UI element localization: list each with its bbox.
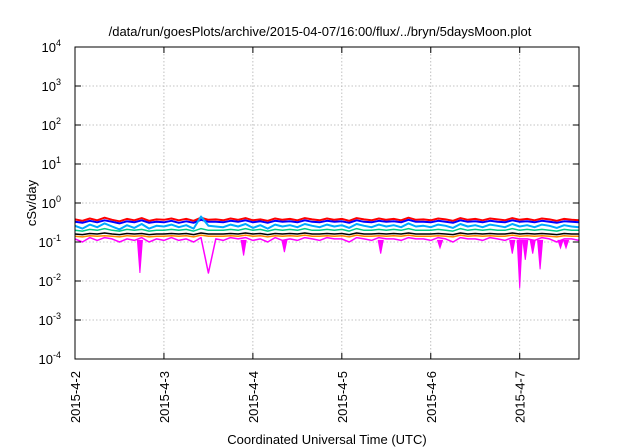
x-tick-label: 2015-4-2 [68,371,83,423]
y-tick-label: 102 [42,116,61,133]
y-tick-label: 10-4 [39,350,61,367]
series-line [74,216,580,223]
y-tick-label-exponent: 1 [56,155,61,165]
series-line [74,227,579,232]
series-line [74,218,580,225]
series-dip [377,239,384,254]
y-tick-label: 103 [42,77,61,94]
series-dip [436,239,444,250]
series-dip [136,239,143,274]
y-tick-label-exponent: -2 [53,272,61,282]
y-tick-label-exponent: -4 [53,350,61,360]
series-dip [557,239,564,250]
y-tick-label-exponent: 3 [56,77,61,87]
y-tick-label-exponent: 0 [56,194,61,204]
series-dip [522,239,529,260]
y-tick-label-exponent: -1 [53,233,61,243]
series-dip [537,239,544,270]
x-axis-label: Coordinated Universal Time (UTC) [227,432,426,447]
y-tick-label-base: 10 [42,157,56,172]
series-dip [562,239,570,250]
y-axis-label: cSv/day [24,179,39,226]
series-dip [529,239,536,254]
chart-title: /data/run/goesPlots/archive/2015-04-07/1… [109,24,532,39]
y-tick-label-base: 10 [42,196,56,211]
x-tick-label: 2015-4-5 [335,371,350,423]
series-dip [509,239,516,254]
x-tick-label: 2015-4-7 [513,371,528,423]
series-line [74,234,579,238]
series-layer [74,215,580,289]
y-tick-label: 100 [42,194,61,211]
grid [75,47,579,359]
x-tick-label: 2015-4-6 [424,371,439,423]
y-tick-label-base: 10 [42,79,56,94]
series-dip [516,239,523,289]
x-tick-label: 2015-4-3 [157,371,172,423]
y-tick-label-base: 10 [39,352,53,367]
series-line [74,215,580,231]
y-tick-label: 101 [42,155,61,172]
series-line [74,236,580,274]
y-tick-label: 10-2 [39,272,61,289]
series-line [74,232,579,236]
y-tick-label-base: 10 [39,313,53,328]
y-tick-label: 10-1 [39,233,61,250]
y-tick-label-base: 10 [39,274,53,289]
y-tick-label-base: 10 [39,235,53,250]
y-tick-label-base: 10 [42,118,56,133]
series-dip [281,239,288,253]
series-dip [240,239,247,256]
y-tick-label-exponent: -3 [53,311,61,321]
y-tick-label-exponent: 4 [56,38,61,48]
x-tick-label: 2015-4-4 [246,371,261,423]
y-tick-label-base: 10 [42,40,56,55]
y-tick-label-exponent: 2 [56,116,61,126]
y-tick-label: 104 [42,38,61,55]
y-tick-label: 10-3 [39,311,61,328]
